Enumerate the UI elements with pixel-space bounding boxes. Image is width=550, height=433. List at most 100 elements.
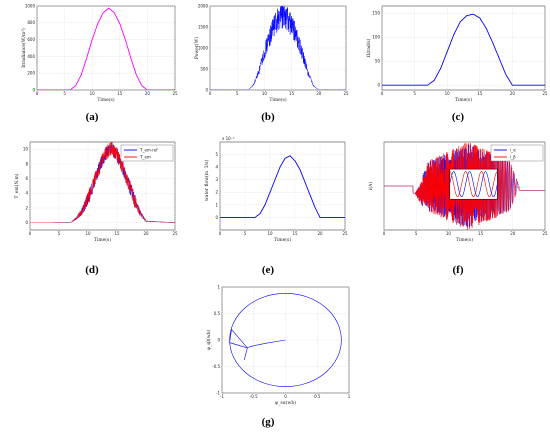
x-tick-label: 20 xyxy=(316,91,322,96)
chart-panel-d: 0 5 10 15 20 250246810Time(s)T_em(N.m)T_em-re… xyxy=(13,141,178,243)
y-tick-label: 10 xyxy=(23,147,29,152)
x-tick-label: 20 xyxy=(143,231,149,236)
x-tick-label: 0 xyxy=(284,394,287,399)
legend-box xyxy=(490,144,544,162)
y-tick-label: 0 xyxy=(205,87,208,92)
plot-marks xyxy=(229,293,342,387)
y-tick-label: 50 xyxy=(375,59,381,64)
inset-line-i-alpha xyxy=(449,171,498,198)
y-tick-label: 1000 xyxy=(25,3,36,8)
series-line-e-0 xyxy=(220,155,345,218)
y-axis-label: Ω(rad/s) xyxy=(365,38,372,57)
panel-caption-e: (e) xyxy=(262,264,275,276)
plot-marks xyxy=(382,13,545,86)
plot-area xyxy=(219,141,346,231)
y-tick-label: 6 xyxy=(25,176,28,181)
x-tick-label: 0 xyxy=(381,91,384,96)
flux-startup-transient xyxy=(229,328,286,361)
flux-trajectory-circle xyxy=(229,293,342,387)
x-tick-label: 15 xyxy=(477,91,483,96)
x-axis-label: Time(s) xyxy=(456,236,473,243)
y-exponent-label: x 10⁻³ xyxy=(222,136,235,141)
y-tick-label: 0 xyxy=(215,215,218,220)
y-axis-label: Power(W) xyxy=(193,37,200,60)
y-tick-label: 2 xyxy=(215,190,218,195)
plot-marks xyxy=(37,7,175,90)
x-axis-label: Time(s) xyxy=(455,96,472,103)
x-tick-label: 15 xyxy=(117,91,123,96)
series-line-i-beta xyxy=(384,142,545,230)
x-tick-label: 10 xyxy=(267,231,273,236)
panel-caption-f: (f) xyxy=(453,264,464,276)
x-tick-label: 15 xyxy=(292,231,298,236)
x-tick-label: 25 xyxy=(343,91,349,96)
x-tick-label: 20 xyxy=(510,231,516,236)
y-tick-label: 200 xyxy=(27,71,35,76)
y-tick-label: 4 xyxy=(25,191,28,196)
x-tick-label: -0.5 xyxy=(250,394,258,399)
legend-entry: T_em-ref xyxy=(139,148,158,153)
x-tick-label: 5 xyxy=(413,91,416,96)
chart-panel-a: 0 5 10 15 20 25 0 200 400 600 800 1000 Time(s) Irradi… xyxy=(20,3,178,103)
x-tick-label: 1 xyxy=(348,394,351,399)
x-axis-label: Time(s) xyxy=(269,96,286,103)
plot-marks xyxy=(210,6,346,90)
x-tick-label: 5 xyxy=(58,231,61,236)
x-tick-label: 20 xyxy=(510,91,516,96)
x-tick-label: 20 xyxy=(317,231,323,236)
chart-panel-f: 0 5 10 15 20 25 Time(s) i(A) i_α i_β xyxy=(367,141,548,243)
y-tick-label: 800 xyxy=(27,20,35,25)
series-line-d-1 xyxy=(30,142,175,223)
x-tick-label: 0 xyxy=(29,231,32,236)
legend: i_α i_β xyxy=(490,144,544,162)
x-tick-label: 10 xyxy=(445,91,451,96)
x-tick-label: 25 xyxy=(342,231,348,236)
x-tick-label: 5 xyxy=(63,91,66,96)
x-tick-label: 5 xyxy=(244,231,247,236)
y-tick-label: 8 xyxy=(25,161,28,166)
y-tick-label: 150 xyxy=(372,11,380,16)
chart-panel-e: 0 5 10 15 20 25 0 1 2 3 4 5 Time(s) water flow(m3/s) x… xyxy=(203,136,348,243)
x-tick-label: 10 xyxy=(262,91,268,96)
x-tick-label: 10 xyxy=(446,231,452,236)
panel-caption-a: (a) xyxy=(86,111,99,123)
x-axis-label: φ_sα(wb) xyxy=(275,399,296,406)
series-line-c-0 xyxy=(382,13,545,86)
chart-panel-g: -1 -0.5 0 0.5 1 -1 -0.5 0 0.5 1 φ_sα(wb) φ_sβ(wb) xyxy=(205,284,351,406)
y-tick-label: 1500 xyxy=(198,24,209,29)
x-tick-label: 0 xyxy=(36,91,39,96)
x-tick-label: 15 xyxy=(289,91,295,96)
legend: T_em-ref T_em xyxy=(120,144,174,162)
panel-caption-c: (c) xyxy=(452,111,465,123)
y-axis-label: T_em(N.m) xyxy=(13,173,20,198)
x-tick-label: 0 xyxy=(383,231,386,236)
y-tick-label: 0.5 xyxy=(214,311,221,316)
y-tick-label: 600 xyxy=(27,37,35,42)
panel-caption-b: (b) xyxy=(261,111,275,123)
y-tick-label: 0 xyxy=(32,87,35,92)
x-tick-label: 10 xyxy=(85,231,91,236)
x-tick-label: 5 xyxy=(236,91,239,96)
y-tick-label: 400 xyxy=(27,54,35,59)
inset-line-i-beta xyxy=(449,171,498,198)
y-tick-label: 500 xyxy=(200,66,208,71)
x-tick-label: 0 xyxy=(219,231,222,236)
y-axis-label: i(A) xyxy=(367,182,374,190)
y-tick-label: 1 xyxy=(217,284,220,289)
plot-area xyxy=(36,5,176,91)
y-tick-label: 0 xyxy=(377,83,380,88)
y-axis-label: Irradiance(W/m²) xyxy=(20,28,27,68)
x-tick-label: 15 xyxy=(114,231,120,236)
x-tick-label: 0.5 xyxy=(314,394,321,399)
panel-caption-d: (d) xyxy=(85,264,99,276)
chart-panel-c: 0 5 10 15 20 25 0 50 100 150 Time(s) Ω(rad/s) xyxy=(365,5,548,103)
x-tick-label: 25 xyxy=(542,231,548,236)
plot-marks xyxy=(220,155,345,218)
y-tick-label: 2000 xyxy=(198,3,209,8)
x-axis-label: Time(s) xyxy=(274,236,291,243)
x-tick-label: 25 xyxy=(172,91,178,96)
chart-panel-b: 0 5 10 15 20 25 0 500 1000 1500 2000 Time(s) Power(W… xyxy=(193,3,349,103)
y-tick-label: 1000 xyxy=(198,45,209,50)
x-axis-label: Time(s) xyxy=(94,236,111,243)
